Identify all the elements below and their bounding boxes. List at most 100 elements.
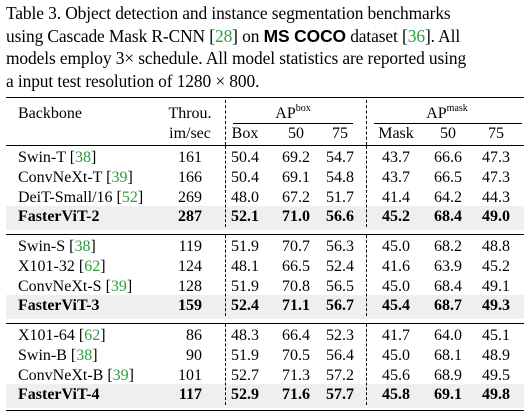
cell-mask: 45.2 <box>382 208 410 226</box>
column-separator <box>366 324 367 406</box>
backbone-name: FasterViT-4 <box>18 385 99 405</box>
citation-link[interactable]: 38 <box>75 149 92 166</box>
header-mask50: 50 <box>440 125 456 142</box>
cell-thr: 86 <box>186 327 202 344</box>
cell-b75: 52.4 <box>326 257 354 275</box>
group-rule <box>6 145 524 146</box>
cell-b75: 56.3 <box>326 238 354 255</box>
cell-b75: 56.4 <box>326 346 354 364</box>
backbone-name: ConvNeXt-S [39] <box>18 277 133 295</box>
column-separator <box>366 100 367 145</box>
cell-m75: 48.8 <box>482 238 510 255</box>
cell-mask: 45.0 <box>382 346 410 364</box>
caption-line-1: Table 3. Object detection and instance s… <box>6 3 451 23</box>
backbone-name: DeiT-Small/16 [52] <box>18 188 144 206</box>
cell-thr: 101 <box>178 366 202 384</box>
cell-box: 52.9 <box>231 386 259 404</box>
cell-m50: 68.2 <box>434 238 462 255</box>
model-name: X101-32 <box>18 257 75 275</box>
model-name: Swin-T <box>18 149 66 166</box>
cell-m75: 44.3 <box>482 188 510 206</box>
cell-m50: 68.7 <box>434 297 462 315</box>
citation-link[interactable]: 62 <box>84 327 101 344</box>
cell-b50: 71.6 <box>282 386 310 404</box>
citation-link[interactable]: 36 <box>407 25 425 46</box>
header-ap-box: APbox <box>275 103 310 126</box>
cell-b50: 67.2 <box>282 188 310 206</box>
cell-mask: 45.8 <box>382 386 410 404</box>
caption-text: ] on <box>232 25 264 46</box>
highlight-row-bg <box>6 295 524 320</box>
model-name: X101-64 <box>18 327 75 344</box>
header-box50: 50 <box>288 125 304 142</box>
cell-mask: 45.6 <box>382 366 410 384</box>
group-rule <box>6 234 524 235</box>
cell-m50: 64.0 <box>434 327 462 344</box>
highlight-row-bg <box>6 206 524 231</box>
column-separator <box>225 235 226 317</box>
column-separator <box>225 100 226 145</box>
table-top-rule <box>6 97 524 99</box>
cell-b50: 70.8 <box>282 277 310 295</box>
cell-m50: 66.6 <box>434 149 462 166</box>
citation-link[interactable]: 38 <box>74 238 91 255</box>
header-box75: 75 <box>332 125 348 142</box>
table-caption: Table 3. Object detection and instance s… <box>6 2 524 92</box>
cell-thr: 90 <box>186 346 202 364</box>
cell-m50: 68.9 <box>434 366 462 384</box>
column-separator <box>366 235 367 317</box>
model-name: Swin-S <box>18 238 66 255</box>
column-separator <box>225 146 226 228</box>
header-throughput-unit: im/sec <box>169 125 211 142</box>
cell-mask: 43.7 <box>382 149 410 166</box>
cell-m75: 49.1 <box>482 277 510 295</box>
cell-thr: 119 <box>178 238 202 255</box>
cell-box: 50.4 <box>231 168 259 186</box>
citation-link[interactable]: 39 <box>110 277 127 295</box>
cell-m75: 45.1 <box>482 327 510 344</box>
citation-link[interactable]: 52 <box>121 188 138 206</box>
column-separator <box>366 146 367 228</box>
backbone-name: ConvNeXt-B [39] <box>18 366 134 384</box>
cell-b75: 54.7 <box>326 149 354 166</box>
ap-label: AP <box>426 105 447 122</box>
cell-m50: 63.9 <box>434 257 462 275</box>
cell-m75: 49.3 <box>482 297 510 315</box>
cell-thr: 159 <box>178 297 202 315</box>
header-mask75: 75 <box>488 125 504 142</box>
caption-text: ]. All <box>424 25 461 46</box>
citation-link[interactable]: 39 <box>112 366 129 384</box>
header-backbone: Backbone <box>18 105 82 122</box>
cell-b75: 56.5 <box>326 277 354 295</box>
header-mask: Mask <box>378 125 414 142</box>
cell-box: 52.4 <box>231 297 259 315</box>
backbone-name: Swin-T [38] <box>18 149 97 166</box>
ap-box-underline <box>233 123 353 124</box>
cell-m75: 47.3 <box>482 168 510 186</box>
group-rule <box>6 323 524 324</box>
cell-b75: 51.7 <box>326 188 354 206</box>
caption-line-4: a input test resolution of 1280 × 800. <box>6 70 260 91</box>
cell-mask: 45.0 <box>382 277 410 295</box>
cell-m75: 49.5 <box>482 366 510 384</box>
cell-b75: 57.2 <box>326 366 354 384</box>
ap-mask-underline <box>374 123 522 124</box>
model-name: Swin-B <box>18 346 67 364</box>
cell-box: 51.9 <box>231 346 259 364</box>
citation-link[interactable]: 62 <box>84 257 101 275</box>
caption-text: using Cascade Mask R-CNN [ <box>6 25 215 46</box>
caption-line-3: models employ 3× schedule. All model sta… <box>6 48 467 68</box>
citation-link[interactable]: 39 <box>111 168 128 186</box>
citation-link[interactable]: 28 <box>214 25 233 46</box>
cell-box: 48.1 <box>231 257 259 275</box>
cell-mask: 45.4 <box>382 297 410 315</box>
cell-m50: 68.1 <box>434 346 462 364</box>
citation-link[interactable]: 38 <box>76 346 93 364</box>
cell-m75: 48.9 <box>482 346 510 364</box>
cell-b75: 56.6 <box>326 208 354 226</box>
cell-mask: 41.4 <box>382 188 410 206</box>
header-box: Box <box>231 125 259 142</box>
cell-b75: 52.3 <box>326 327 354 344</box>
cell-b50: 66.5 <box>282 257 310 275</box>
